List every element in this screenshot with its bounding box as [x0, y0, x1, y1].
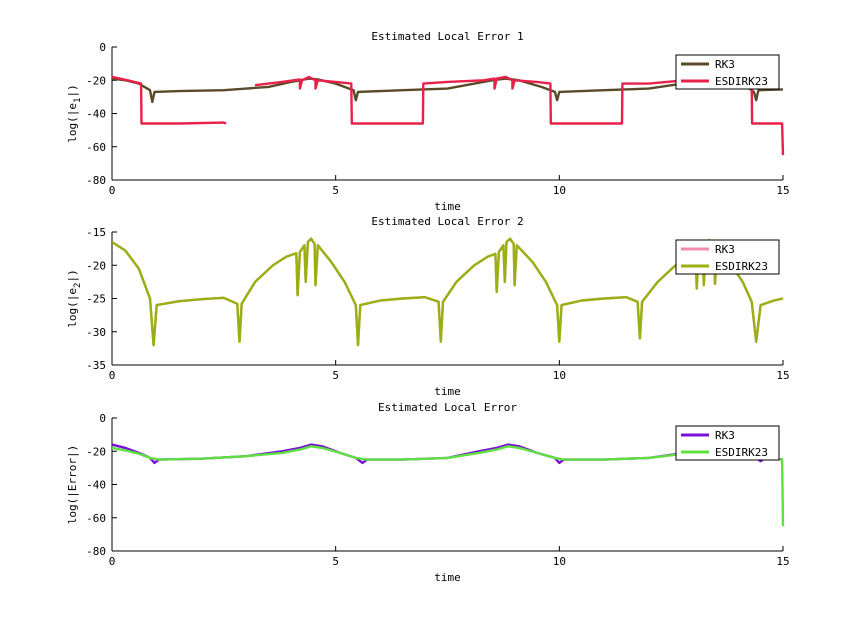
y-axis-label: log(|e2|)	[66, 269, 83, 327]
legend-label: RK3	[715, 243, 735, 256]
legend-label: ESDIRK23	[715, 75, 768, 88]
chart-panel-2: 0 5 10 15 -15 -20 -25 -30 -35 Estimated Local Err…	[66, 215, 790, 398]
chart-title: Estimated Local Error 1	[371, 30, 523, 43]
x-tick-label: 15	[776, 184, 789, 197]
y-tick-label: -25	[86, 293, 106, 306]
x-axis-label: time	[434, 571, 461, 584]
y-tick-label: -80	[86, 174, 106, 187]
y-axis-label-tail: |)	[66, 84, 79, 97]
y-tick-label: -40	[86, 479, 106, 492]
y-tick-label: -20	[86, 259, 106, 272]
y-tick-label: -35	[86, 359, 106, 372]
legend-label: RK3	[715, 58, 735, 71]
y-tick-label: 0	[99, 412, 106, 425]
y-axis-label: log(|e1|)	[66, 84, 83, 142]
x-tick-label: 0	[109, 555, 116, 568]
y-tick-label: -80	[86, 545, 106, 558]
x-tick-label: 0	[109, 369, 116, 382]
chart-title: Estimated Local Error 2	[371, 215, 523, 228]
x-tick-label: 5	[332, 369, 339, 382]
x-tick-label: 15	[776, 555, 789, 568]
legend-label: ESDIRK23	[715, 446, 768, 459]
x-tick-label: 10	[553, 184, 566, 197]
y-tick-label: -30	[86, 326, 106, 339]
x-tick-label: 15	[776, 369, 789, 382]
chart-panel-3: 0 5 10 15 0 -20 -40 -60 -80 Estimated Local Error…	[66, 401, 790, 584]
y-axis-label-main: log(|e	[66, 288, 79, 328]
chart-title: Estimated Local Error	[378, 401, 517, 414]
y-tick-label: -20	[86, 74, 106, 87]
y-axis-label-main: log(|Error|)	[66, 445, 79, 524]
x-axis-label: time	[434, 200, 461, 213]
x-tick-label: 10	[553, 369, 566, 382]
legend-label: ESDIRK23	[715, 260, 768, 273]
x-tick-label: 10	[553, 555, 566, 568]
legend: RK3 ESDIRK23	[676, 426, 779, 460]
y-tick-label: -15	[86, 226, 106, 239]
x-tick-label: 0	[109, 184, 116, 197]
y-tick-label: 0	[99, 41, 106, 54]
legend: RK3 ESDIRK23	[676, 240, 779, 274]
y-axis-label-tail: |)	[66, 269, 79, 282]
y-axis-label: log(|Error|)	[66, 445, 79, 524]
x-tick-label: 5	[332, 555, 339, 568]
legend-label: RK3	[715, 429, 735, 442]
y-tick-label: -60	[86, 141, 106, 154]
x-tick-label: 5	[332, 184, 339, 197]
y-tick-label: -40	[86, 108, 106, 121]
y-tick-label: -60	[86, 512, 106, 525]
y-axis-label-main: log(|e	[66, 103, 79, 143]
y-tick-label: -20	[86, 445, 106, 458]
chart-panel-1: 0 5 10 15 0 -20 -40 -60 -80 Estimated Local Error…	[66, 30, 790, 213]
legend: RK3 ESDIRK23	[676, 55, 779, 89]
x-axis-label: time	[434, 385, 461, 398]
